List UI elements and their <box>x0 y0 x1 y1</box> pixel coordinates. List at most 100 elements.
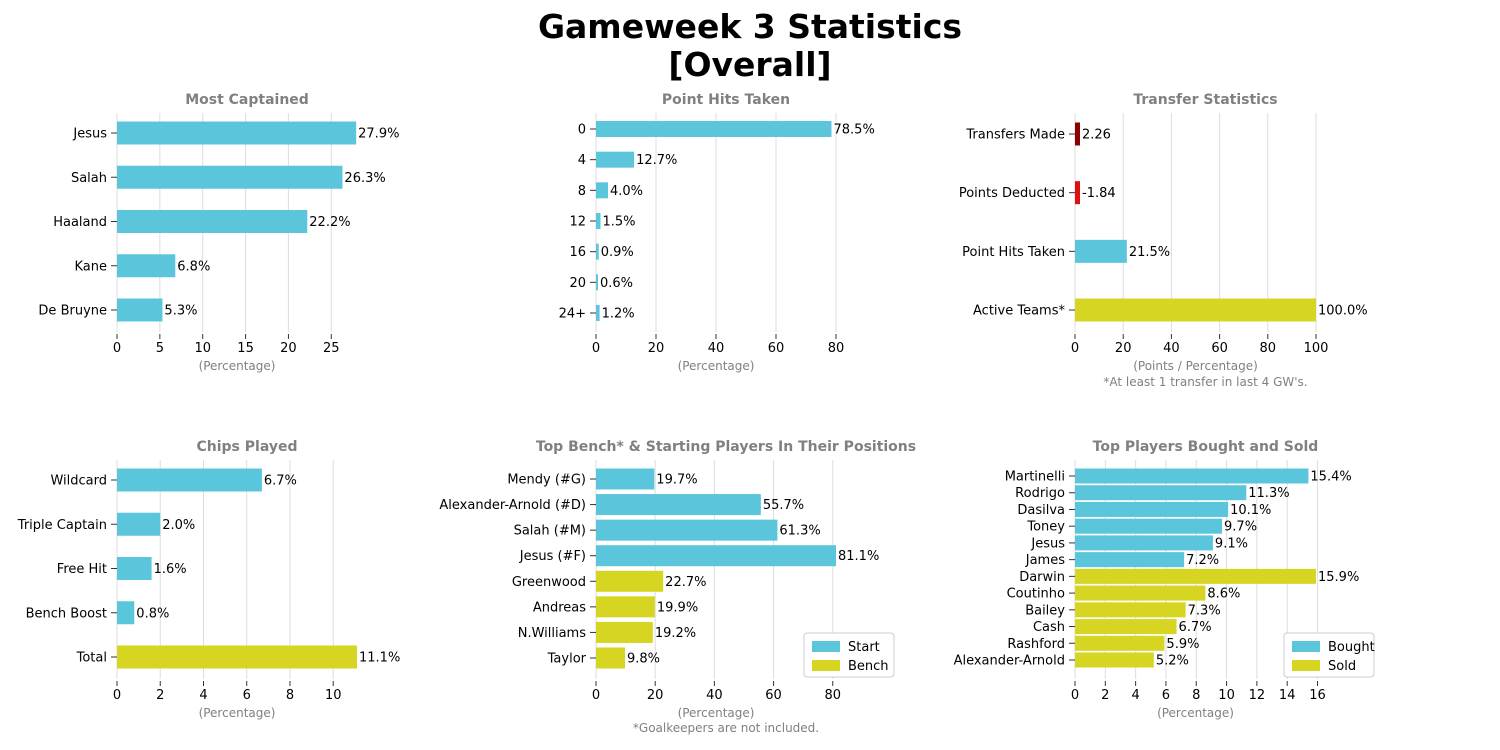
bar-top-bought-sold-3 <box>1075 518 1223 534</box>
data-label-top-bench-starting-2: 61.3% <box>779 524 820 539</box>
category-label-top-bought-sold-8: Bailey <box>1025 603 1065 618</box>
category-label-most-captained-0: Jesus <box>72 127 107 142</box>
figure-title: Gameweek 3 Statistics [Overall] <box>0 8 1500 84</box>
category-label-top-bought-sold-11: Alexander-Arnold <box>954 654 1065 669</box>
data-label-point-hits-taken-3: 1.5% <box>603 215 636 230</box>
xtick-label-transfer-statistics-3: 60 <box>1211 341 1228 356</box>
xtick-label-top-bought-sold-8: 16 <box>1309 688 1326 703</box>
xtick-label-chips-played-5: 10 <box>325 688 342 703</box>
xtick-label-top-bought-sold-7: 14 <box>1279 688 1296 703</box>
category-label-point-hits-taken-1: 4 <box>578 153 586 168</box>
data-label-transfer-statistics-3: 100.0% <box>1318 304 1368 319</box>
xlabel-top-bench-starting: (Percentage) <box>678 706 755 720</box>
bar-point-hits-taken-6 <box>596 305 600 321</box>
data-label-top-bench-starting-0: 19.7% <box>656 473 697 488</box>
data-label-top-bench-starting-4: 22.7% <box>665 575 706 590</box>
bar-top-bought-sold-4 <box>1075 535 1213 551</box>
bar-most-captained-4 <box>117 298 163 322</box>
xtick-label-top-bench-starting-0: 0 <box>592 688 600 703</box>
chart-title-chips-played: Chips Played <box>197 439 298 455</box>
category-label-chips-played-1: Triple Captain <box>17 518 107 533</box>
category-label-most-captained-2: Haaland <box>53 215 107 230</box>
category-label-point-hits-taken-3: 12 <box>569 215 586 230</box>
data-label-top-bought-sold-2: 10.1% <box>1230 503 1271 518</box>
data-label-point-hits-taken-1: 12.7% <box>636 153 677 168</box>
bar-point-hits-taken-1 <box>596 151 635 168</box>
xtick-label-most-captained-4: 20 <box>280 341 297 356</box>
xtick-label-point-hits-taken-4: 80 <box>828 341 845 356</box>
category-label-most-captained-4: De Bruyne <box>38 304 107 319</box>
xtick-label-top-bought-sold-4: 8 <box>1192 688 1200 703</box>
xtick-label-transfer-statistics-4: 80 <box>1260 341 1277 356</box>
bar-top-bought-sold-10 <box>1075 635 1165 651</box>
category-label-point-hits-taken-2: 8 <box>578 184 586 199</box>
xtick-label-most-captained-3: 15 <box>237 341 254 356</box>
category-label-top-bench-starting-6: N.Williams <box>518 626 587 641</box>
legend-swatch-top-bench-starting-0 <box>812 641 840 652</box>
data-label-chips-played-4: 11.1% <box>359 651 400 666</box>
xlabel-most-captained: (Percentage) <box>199 359 276 373</box>
xtick-label-top-bought-sold-3: 6 <box>1162 688 1170 703</box>
category-label-point-hits-taken-6: 24+ <box>559 307 586 322</box>
xtick-label-transfer-statistics-2: 40 <box>1163 341 1180 356</box>
bar-top-bench-starting-2 <box>596 519 778 541</box>
category-label-top-bench-starting-3: Jesus (#F) <box>519 549 586 564</box>
bar-point-hits-taken-4 <box>596 243 599 260</box>
category-label-most-captained-3: Kane <box>75 259 108 274</box>
data-label-top-bought-sold-7: 8.6% <box>1207 587 1240 602</box>
legend-swatch-top-bought-sold-1 <box>1292 660 1320 671</box>
bar-transfer-statistics-3 <box>1075 298 1316 322</box>
category-label-top-bought-sold-9: Cash <box>1033 620 1065 635</box>
xtick-label-point-hits-taken-3: 60 <box>768 341 785 356</box>
category-label-chips-played-0: Wildcard <box>50 474 107 489</box>
note-transfer-statistics: *At least 1 transfer in last 4 GW's. <box>1103 375 1307 389</box>
xtick-label-most-captained-2: 10 <box>194 341 211 356</box>
bar-top-bought-sold-9 <box>1075 619 1177 635</box>
data-label-top-bought-sold-10: 5.9% <box>1166 637 1199 652</box>
category-label-top-bench-starting-2: Salah (#M) <box>514 524 586 539</box>
category-label-chips-played-4: Total <box>76 651 107 666</box>
category-label-top-bench-starting-4: Greenwood <box>512 575 586 590</box>
category-label-top-bought-sold-4: Jesus <box>1030 536 1065 551</box>
bar-most-captained-0 <box>117 121 357 145</box>
data-label-top-bought-sold-5: 7.2% <box>1186 553 1219 568</box>
bar-transfer-statistics-2 <box>1075 239 1127 263</box>
chart-title-top-bought-sold: Top Players Bought and Sold <box>1093 439 1319 455</box>
data-label-point-hits-taken-4: 0.9% <box>601 245 634 260</box>
xtick-label-top-bought-sold-1: 2 <box>1101 688 1109 703</box>
data-label-top-bench-starting-5: 19.9% <box>657 600 698 615</box>
data-label-point-hits-taken-0: 78.5% <box>834 123 875 138</box>
data-label-most-captained-3: 6.8% <box>177 259 210 274</box>
xtick-label-top-bought-sold-5: 10 <box>1218 688 1235 703</box>
category-label-top-bought-sold-7: Coutinho <box>1007 587 1065 602</box>
category-label-point-hits-taken-5: 20 <box>569 276 586 291</box>
category-label-top-bench-starting-5: Andreas <box>533 600 586 615</box>
data-label-top-bench-starting-3: 81.1% <box>838 549 879 564</box>
xtick-label-top-bench-starting-1: 20 <box>647 688 664 703</box>
category-label-top-bought-sold-1: Rodrigo <box>1015 486 1065 501</box>
legend-label-top-bought-sold-0: Bought <box>1328 640 1375 655</box>
xtick-label-transfer-statistics-1: 20 <box>1115 341 1132 356</box>
xtick-label-top-bench-starting-3: 60 <box>765 688 782 703</box>
data-label-top-bought-sold-0: 15.4% <box>1310 470 1351 485</box>
xtick-label-transfer-statistics-0: 0 <box>1071 341 1079 356</box>
xtick-label-most-captained-5: 25 <box>323 341 340 356</box>
bar-top-bought-sold-7 <box>1075 585 1206 601</box>
bar-most-captained-2 <box>117 210 308 233</box>
chart-title-most-captained: Most Captained <box>185 92 309 108</box>
bar-most-captained-3 <box>117 254 176 278</box>
xtick-label-chips-played-3: 6 <box>243 688 251 703</box>
bar-top-bought-sold-8 <box>1075 602 1186 618</box>
data-label-chips-played-2: 1.6% <box>154 562 187 577</box>
bar-chips-played-4 <box>117 645 357 669</box>
figure-title-line-2: [Overall] <box>668 45 832 84</box>
category-label-point-hits-taken-0: 0 <box>578 123 586 138</box>
category-label-top-bench-starting-7: Taylor <box>547 652 587 667</box>
bar-point-hits-taken-5 <box>596 274 598 291</box>
data-label-top-bench-starting-7: 9.8% <box>627 652 660 667</box>
data-label-most-captained-1: 26.3% <box>344 171 385 186</box>
xtick-label-transfer-statistics-5: 100 <box>1304 341 1329 356</box>
bar-point-hits-taken-3 <box>596 213 601 229</box>
xtick-label-point-hits-taken-0: 0 <box>592 341 600 356</box>
